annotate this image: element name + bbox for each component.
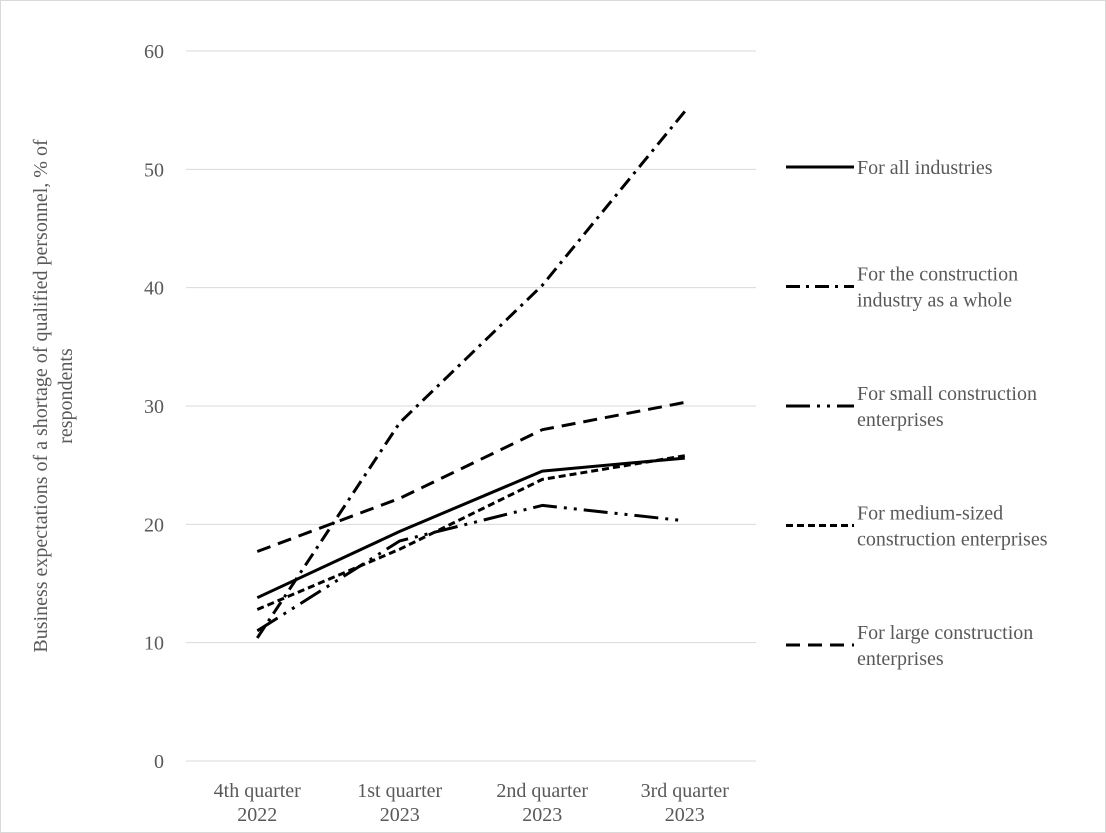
series-line-1 [256, 456, 685, 600]
y-tick-label: 50 [144, 159, 164, 181]
x-category-label: 3rd quarter 2023 [641, 780, 730, 826]
y-tick-label: 30 [144, 396, 164, 418]
series-line-3 [256, 503, 685, 633]
legend: For all industries For the construction i… [786, 157, 1048, 670]
legend-label-5: For large construction enterprises [857, 622, 1033, 670]
series-line-4 [256, 454, 686, 611]
x-category-label: 2nd quarter 2023 [496, 780, 588, 826]
gridlines [186, 50, 756, 762]
series-line-5 [256, 400, 686, 553]
y-axis-tick-labels: 0 10 20 30 40 50 60 [144, 41, 164, 773]
y-tick-label: 20 [144, 514, 164, 536]
series-lines [256, 110, 686, 639]
y-tick-label: 40 [144, 278, 164, 300]
legend-label-1: For all industries [857, 157, 993, 179]
series-line-2 [256, 110, 686, 639]
x-category-label: 4th quarter 2022 [214, 780, 302, 826]
legend-label-2: For the construction industry as a whole [857, 264, 1018, 312]
y-axis-title: Business expectations of a shortage of q… [30, 139, 77, 653]
x-category-label: 1st quarter 2023 [357, 780, 442, 826]
x-axis-category-labels: 4th quarter 2022 1st quarter 2023 2nd quarte… [214, 780, 730, 826]
y-tick-label: 10 [144, 633, 164, 655]
y-tick-label: 60 [144, 41, 164, 63]
y-tick-label: 0 [154, 751, 164, 773]
legend-label-4: For medium-sized construction enterprises [857, 503, 1048, 551]
legend-label-3: For small construction enterprises [857, 383, 1037, 431]
